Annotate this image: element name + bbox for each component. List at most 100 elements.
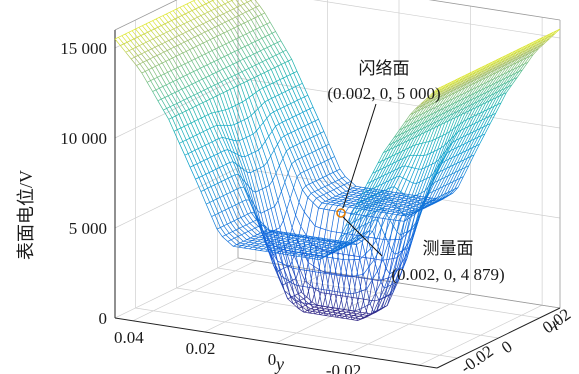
mesh-line-x-20-2 — [194, 19, 199, 26]
mesh-line-y-4-6 — [157, 54, 160, 56]
mesh-line-y-10-21 — [240, 83, 243, 85]
mesh-line-x-17-29 — [329, 314, 334, 315]
mesh-line-y-16-8 — [228, 177, 231, 179]
mesh-line-x-35-3 — [251, 1, 256, 8]
mesh-line-y-19-26 — [306, 184, 309, 186]
mesh-line-y-47-14 — [415, 168, 418, 169]
mesh-line-y-15-35 — [315, 119, 318, 121]
mesh-line-y-4-33 — [249, 9, 252, 11]
mesh-line-y-14-8 — [218, 152, 221, 154]
mesh-line-x-16-34 — [352, 320, 357, 321]
mesh-line-y-7-8 — [180, 77, 183, 79]
mesh-line-y-3-31 — [237, 6, 240, 8]
mesh-line-y-2-23 — [204, 12, 207, 14]
mesh-line-x-11-5 — [179, 55, 184, 64]
mesh-line-y-11-3 — [184, 125, 187, 127]
mesh-line-x-3-22 — [243, 241, 248, 242]
mesh-line-y-14-10 — [224, 150, 227, 151]
mesh-line-x-21-31 — [353, 298, 358, 299]
mesh-line-x-13-7 — [197, 70, 202, 79]
mesh-line-y-14-23 — [269, 131, 272, 136]
mesh-line-x-14-35 — [351, 293, 356, 294]
mesh-line-y-0-13 — [159, 16, 162, 18]
mesh-line-y-2-25 — [211, 9, 214, 11]
mesh-line-x-24-14 — [272, 131, 277, 144]
mesh-line-y-14-24 — [272, 126, 275, 131]
mesh-line-x-28-28 — [361, 205, 366, 206]
mesh-line-x-14-6 — [195, 59, 200, 68]
mesh-line-x-25-5 — [227, 31, 232, 40]
mesh-line-y-8-34 — [274, 43, 277, 45]
mesh-line-x-22-2 — [201, 16, 206, 23]
mesh-line-y-3-25 — [217, 16, 220, 18]
mesh-line-y-18-23 — [290, 188, 293, 199]
mesh-line-x-24-9 — [245, 70, 250, 79]
mesh-line-y-5-13 — [186, 50, 189, 52]
mesh-line-x-32-23 — [348, 194, 353, 195]
mesh-line-x-24-2 — [208, 12, 213, 19]
mesh-line-y-19-31 — [323, 176, 326, 178]
mesh-line-y-8-9 — [189, 84, 192, 86]
mesh-line-x-5-2 — [143, 44, 148, 51]
mesh-line-x-6-20 — [243, 227, 248, 232]
mesh-line-x-4-5 — [156, 66, 161, 75]
mesh-line-y-19-4 — [231, 221, 235, 223]
mesh-line-x-32-14 — [300, 114, 305, 126]
mesh-line-x-31-2 — [232, 1, 237, 8]
mesh-line-x-4-20 — [236, 230, 241, 235]
mesh-line-y-10-17 — [227, 89, 230, 91]
mesh-line-x-33-8 — [271, 46, 276, 55]
mesh-line-y-2-7 — [150, 39, 153, 41]
mesh-line-x-3-29 — [281, 247, 286, 248]
mesh-line-x-26-3 — [220, 16, 225, 23]
mesh-line-x-10-8 — [192, 84, 197, 93]
mesh-line-y-17-6 — [227, 192, 231, 194]
mesh-line-y-12-23 — [258, 105, 261, 108]
mesh-line-x-13-5 — [186, 51, 191, 60]
mesh-line-x-15-5 — [193, 48, 198, 57]
mesh-line-x-22-4 — [212, 29, 217, 37]
mesh-line-x-30-5 — [244, 23, 249, 32]
mesh-line-x-7-8 — [182, 89, 187, 98]
mesh-line-y-15-22 — [271, 150, 274, 156]
mesh-line-x-4-15 — [209, 173, 214, 185]
mesh-line-x-7-19 — [241, 218, 246, 225]
mesh-line-y-8-2 — [165, 96, 168, 98]
mesh-line-y-11-13 — [218, 111, 222, 112]
mesh-line-x-25-33 — [378, 218, 383, 219]
mesh-line-x-29-23 — [338, 199, 343, 200]
mesh-line-y-24-17 — [302, 305, 305, 307]
mesh-line-x-28-6 — [243, 36, 248, 45]
mesh-line-y-21-32 — [337, 186, 341, 188]
mesh-line-x-15-8 — [209, 76, 214, 85]
mesh-line-x-36-19 — [340, 169, 345, 177]
mesh-line-y-14-19 — [255, 150, 259, 152]
mesh-line-y-13-5 — [202, 145, 206, 147]
mesh-line-x-29-10 — [268, 71, 273, 83]
mesh-line-x-27-33 — [384, 211, 389, 212]
mesh-line-x-35-16 — [321, 133, 326, 146]
mesh-line-x-16-32 — [341, 318, 346, 319]
annotation-measurement-leader — [342, 216, 382, 256]
mesh-line-y-13-27 — [277, 109, 280, 111]
mesh-line-y-42-13 — [385, 235, 388, 243]
mesh-line-y-5-17 — [200, 43, 203, 45]
mesh-line-y-7-0 — [153, 90, 156, 92]
mesh-line-x-8-11 — [201, 118, 206, 130]
mesh-line-y-15-5 — [213, 169, 216, 171]
mesh-line-x-6-21 — [248, 231, 253, 236]
mesh-line-y-16-29 — [300, 142, 303, 144]
mesh-line-y-18-21 — [283, 210, 286, 221]
mesh-line-y-5-16 — [197, 45, 200, 47]
mesh-line-y-0-2 — [122, 34, 126, 36]
mesh-line-y-9-26 — [252, 65, 256, 67]
mesh-line-x-33-4 — [249, 11, 254, 19]
mesh-line-x-10-3 — [165, 42, 170, 49]
mesh-line-y-13-2 — [192, 150, 195, 152]
mesh-line-y-15-31 — [301, 126, 304, 128]
mesh-line-y-4-7 — [160, 52, 163, 54]
mesh-line-y-15-26 — [284, 134, 288, 136]
mesh-line-x-36-7 — [276, 32, 281, 41]
mesh-line-y-16-27 — [293, 145, 296, 147]
mesh-line-y-9-23 — [242, 70, 245, 72]
